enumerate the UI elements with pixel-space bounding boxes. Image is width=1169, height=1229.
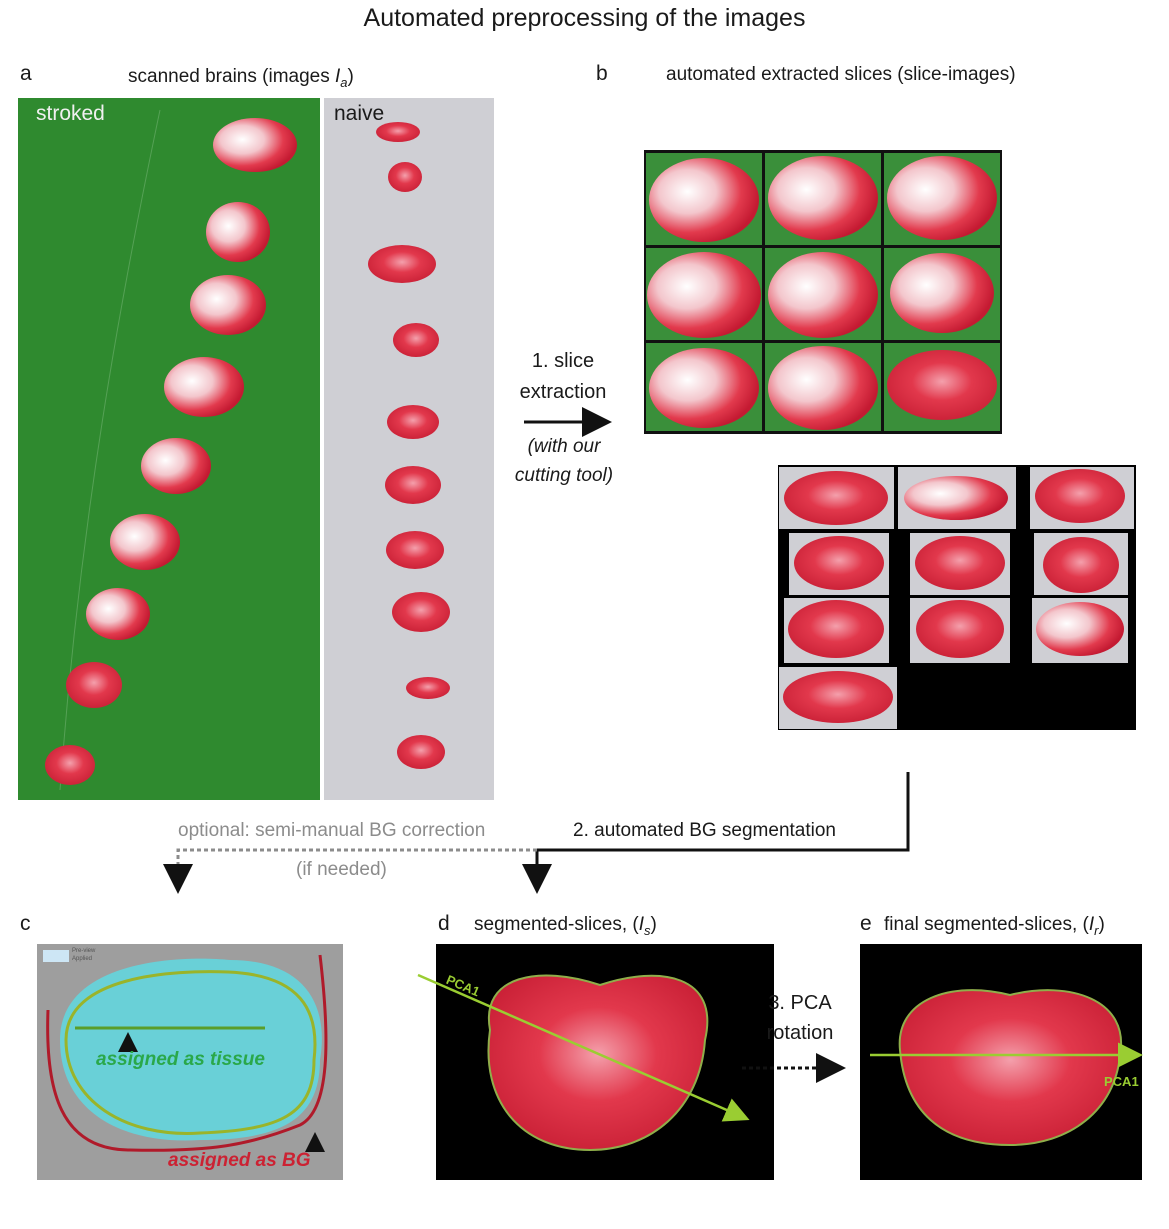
step1-note2: cutting tool) [500,465,628,487]
optional-label: optional: semi-manual BG correction [178,820,485,842]
slice [164,357,244,417]
panel-d-letter: d [438,912,450,936]
step1-line2: extraction [508,381,618,404]
panel-e-caption: final segmented-slices, (Ir) [884,914,1105,938]
slice [190,275,266,335]
slice [66,662,122,708]
step3-line1: 3. PCA [745,992,855,1015]
naive-label: naive [334,102,384,126]
slice [397,735,445,769]
optional-note: (if needed) [296,859,387,881]
panel-c-letter: c [20,912,31,936]
legend-item-1: Pre-view [72,948,95,954]
slice [387,405,439,439]
slice [206,202,270,262]
step1-line1: 1. slice [508,350,618,373]
stroked-label: stroked [36,102,105,126]
step1-note1: (with our [500,436,628,458]
panel-d-caption: segmented-slices, (Is) [474,914,657,938]
panel-e-letter: e [860,912,872,936]
bg-label: assigned as BG [168,1150,311,1172]
slice [213,118,297,172]
slice [388,162,422,192]
legend-item-2: Applied [72,956,92,962]
slice [393,323,439,357]
naive-scan [324,98,494,800]
stroked-slice-grid [644,150,1002,434]
slice [385,466,441,504]
pca1-label-e: PCA1 [1104,1074,1139,1089]
legend-box [43,950,69,962]
slice [406,677,450,699]
slice [392,592,450,632]
slice [110,514,180,570]
naive-slice-grid [778,465,1136,730]
slice [141,438,211,494]
slice [86,588,150,640]
slice [368,245,436,283]
tissue-label: assigned as tissue [96,1049,265,1071]
step2-label: 2. automated BG segmentation [573,820,836,842]
slice [386,531,444,569]
slice [45,745,95,785]
step3-line2: rotation [745,1022,855,1045]
